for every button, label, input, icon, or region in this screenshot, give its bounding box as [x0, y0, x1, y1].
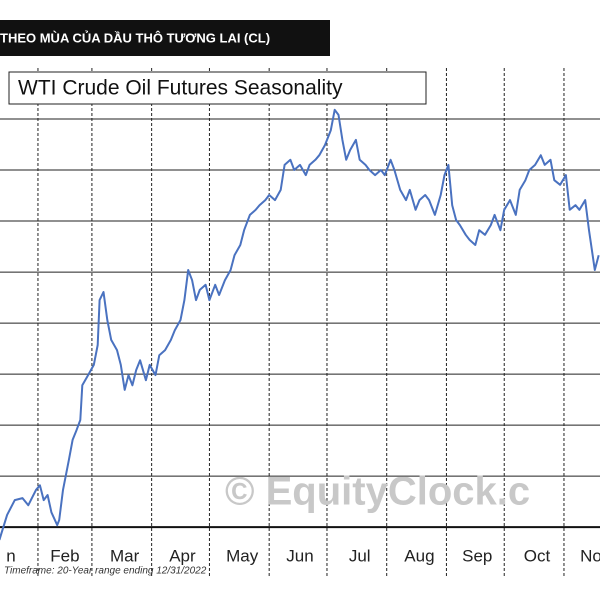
x-tick-label: No: [580, 546, 600, 565]
title-box: [8, 71, 427, 105]
x-tick-label: Sep: [462, 546, 492, 565]
plot-area: n Feb Mar Apr May Jun Jul Aug Sep Oct No: [0, 68, 600, 578]
x-tick-label: Jul: [349, 546, 371, 565]
watermark: © EquityClock.c: [225, 470, 530, 514]
x-tick-label: Aug: [404, 546, 434, 565]
x-tick-label: Feb: [50, 546, 79, 565]
series-line: [0, 108, 600, 541]
x-tick-label: May: [226, 546, 259, 565]
footnote: Timeframe: 20-Year range ending 12/31/20…: [4, 566, 207, 577]
x-tick-label: Jun: [286, 546, 313, 565]
chart-title: WTI Crude Oil Futures Seasonality: [18, 77, 343, 100]
x-tick-label: Oct: [524, 546, 551, 565]
banner-bg: [0, 20, 330, 56]
x-tick-label: n: [6, 546, 15, 565]
x-tick-label: Mar: [110, 546, 140, 565]
x-tick-label: Apr: [169, 546, 196, 565]
banner-title: THEO MÙA CỦA DẦU THÔ TƯƠNG LAI (CL): [0, 30, 270, 45]
